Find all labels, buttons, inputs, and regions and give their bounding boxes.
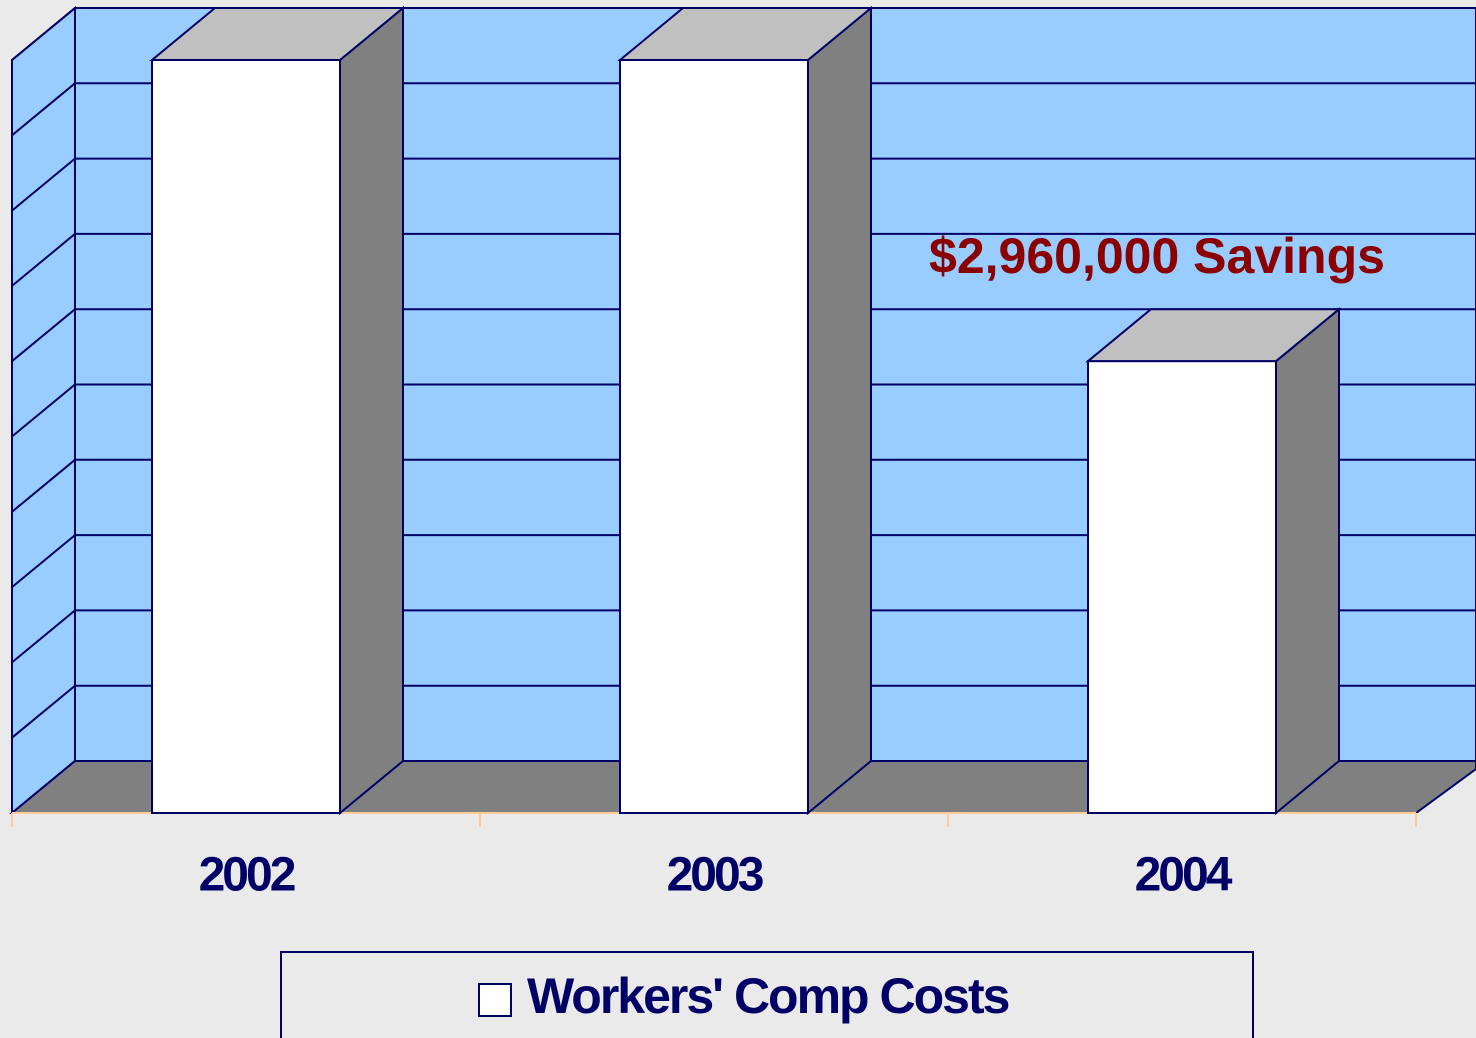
annotation: $2,960,000 Savings: [929, 228, 1385, 284]
legend-swatch: [478, 983, 512, 1017]
grid-line: [11, 534, 1476, 588]
grid-line: [11, 82, 1476, 137]
x-tick-label: 2002: [199, 849, 295, 902]
bar: [619, 59, 809, 814]
grid-line: [11, 308, 1476, 362]
legend-box: [280, 951, 1254, 1038]
grid-line: [11, 157, 1476, 212]
bar-side: [807, 5, 872, 816]
grid-line: [11, 458, 1476, 513]
grid-line: [11, 7, 1476, 61]
bar: [1087, 360, 1277, 814]
grid-line: [11, 383, 1476, 438]
grid-line: [11, 232, 1476, 287]
bar-side: [339, 5, 404, 816]
grid-line: [11, 609, 1476, 664]
bar-side: [1275, 307, 1340, 816]
x-tick-label: 2004: [1135, 849, 1233, 902]
grid-line: [11, 684, 1476, 739]
legend-label: Workers' Comp Costs: [527, 968, 1009, 1024]
bar: [151, 59, 341, 814]
x-tick-label: 2003: [667, 849, 763, 902]
